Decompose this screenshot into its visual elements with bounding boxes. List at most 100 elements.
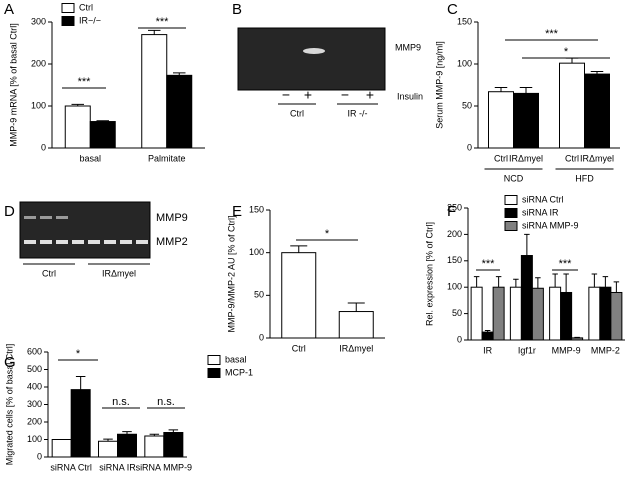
- y-tick-label: 400: [27, 381, 42, 391]
- y-axis-label: MMP-9 mRNA [% of basal Ctrl]: [8, 23, 18, 147]
- bar: [144, 435, 165, 458]
- bar: [560, 291, 573, 341]
- y-axis-label: MMP-9/MMP-2 AU [% of Ctrl]: [226, 215, 236, 332]
- legend-swatch: [504, 208, 518, 218]
- error-bar: [148, 29, 161, 35]
- y-tick-label: 0: [259, 332, 264, 342]
- treatment-label: Insulin: [397, 91, 423, 101]
- bar: [571, 337, 584, 341]
- group-label: Ctrl: [42, 268, 56, 278]
- significance-label: *: [325, 228, 330, 240]
- y-tick-label: 50: [462, 100, 472, 110]
- y-tick-label: 200: [447, 229, 462, 239]
- error-bar: [590, 71, 604, 75]
- y-tick-label: 50: [254, 290, 264, 300]
- bar-label: Ctrl: [494, 153, 508, 163]
- y-tick-label: 300: [31, 16, 46, 26]
- bar: [610, 291, 623, 341]
- gel-band: [40, 240, 52, 244]
- bar-label: IRΔmyel: [509, 153, 543, 163]
- y-tick-label: 150: [249, 204, 264, 214]
- gel-image: [237, 27, 386, 91]
- bar: [89, 121, 116, 149]
- legend-swatch: [207, 355, 221, 365]
- panel-letter: D: [4, 203, 15, 220]
- significance-label: ***: [482, 258, 496, 270]
- error-bar: [574, 336, 580, 338]
- y-tick-label: 150: [457, 16, 472, 26]
- bar: [559, 62, 585, 149]
- error-bar: [494, 87, 508, 92]
- significance-label: n.s.: [157, 396, 175, 408]
- x-tick-label: MMP-2: [591, 345, 620, 355]
- error-bar: [149, 433, 160, 436]
- legend-label: IR−/−: [79, 15, 101, 25]
- bar: [98, 440, 118, 458]
- y-tick-label: 100: [31, 100, 46, 110]
- error-bar: [290, 245, 308, 253]
- bar: [513, 92, 539, 149]
- significance-label: ***: [156, 16, 170, 28]
- bar: [520, 255, 533, 341]
- gel-band: [88, 240, 100, 244]
- error-bar: [565, 57, 579, 64]
- gel-band: [120, 240, 132, 244]
- legend-label: MCP-1: [225, 367, 253, 377]
- x-tick-label: IR: [483, 345, 493, 355]
- band-label: MMP9: [395, 42, 421, 52]
- x-tick-label: siRNA Ctrl: [50, 462, 92, 472]
- error-bar: [602, 276, 609, 288]
- bar: [481, 331, 494, 341]
- y-tick-label: 0: [467, 142, 472, 152]
- gel-band: [24, 216, 36, 219]
- y-tick-label: 0: [41, 142, 46, 152]
- gel-band: [72, 240, 84, 244]
- bar: [338, 311, 374, 339]
- error-bar: [484, 329, 491, 333]
- bar: [64, 105, 91, 149]
- error-bar: [473, 276, 480, 288]
- gel-band: [40, 216, 52, 219]
- error-bar: [103, 438, 113, 442]
- category-label: HFD: [575, 173, 594, 183]
- legend-label: siRNA MMP-9: [522, 220, 579, 230]
- bar-label: Ctrl: [565, 153, 579, 163]
- x-tick-label: Ctrl: [292, 343, 306, 353]
- panel-letter: B: [232, 1, 242, 18]
- bar: [599, 286, 612, 341]
- gel-band: [303, 48, 325, 54]
- gel-band: [56, 216, 68, 219]
- bar: [281, 252, 317, 339]
- bar: [588, 286, 601, 341]
- error-bar: [563, 273, 569, 293]
- band-label: MMP2: [156, 236, 188, 248]
- x-tick-label: Igf1r: [518, 345, 536, 355]
- x-tick-label: MMP-9: [552, 345, 581, 355]
- error-bar: [122, 431, 132, 435]
- y-tick-label: 100: [457, 58, 472, 68]
- y-tick-label: 0: [37, 451, 42, 461]
- error-bar: [524, 233, 530, 256]
- y-tick-label: 150: [447, 255, 462, 265]
- legend-swatch: [61, 16, 75, 26]
- significance-label: n.s.: [112, 396, 130, 408]
- bar: [70, 389, 91, 458]
- legend-swatch: [207, 368, 221, 378]
- significance-label: *: [564, 46, 569, 58]
- error-bar: [173, 72, 186, 76]
- group-label: IRΔmyel: [102, 268, 136, 278]
- category-label: NCD: [504, 173, 524, 183]
- bar: [549, 286, 562, 341]
- x-tick-label: siRNA MMP-9: [136, 462, 193, 472]
- legend-label: Ctrl: [79, 2, 93, 12]
- bar: [492, 286, 505, 341]
- x-tick-label: basal: [79, 153, 101, 163]
- panel-letter: F: [447, 203, 456, 220]
- y-axis-label: Serum MMP-9 [ng/ml]: [434, 41, 444, 129]
- error-bar: [71, 103, 84, 106]
- bar: [509, 286, 522, 341]
- error-bar: [75, 376, 86, 390]
- significance-label: ***: [545, 28, 559, 40]
- y-axis-label: Migrated cells [% of basal Ctrl]: [4, 344, 14, 466]
- panel-letter: C: [447, 1, 458, 18]
